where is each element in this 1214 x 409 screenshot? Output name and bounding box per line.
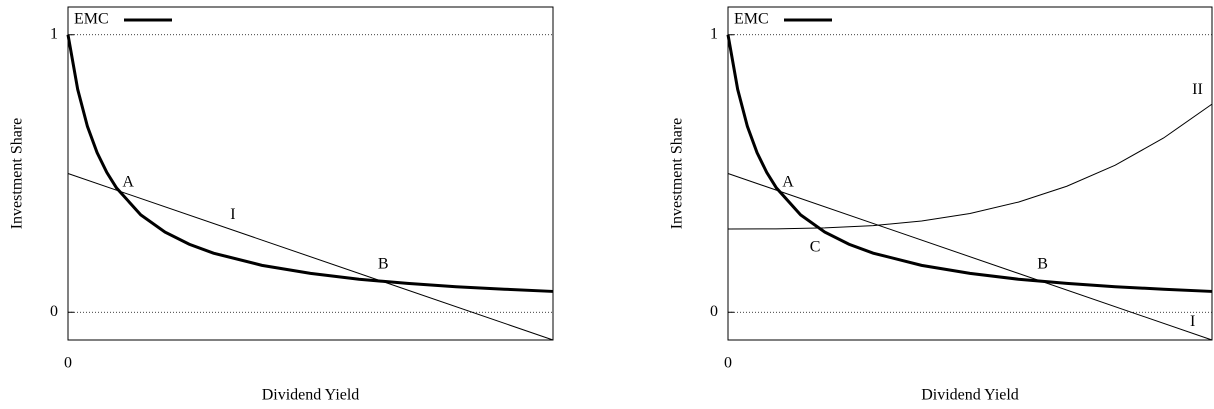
y-tick-label: 1 [50, 25, 58, 42]
annotation: B [1037, 256, 1048, 273]
y-axis-label: Investment Share [9, 118, 26, 230]
annotation: I [230, 206, 235, 223]
line-series [67, 173, 554, 341]
y-axis-label: Investment Share [669, 118, 686, 230]
annotation: II [1192, 81, 1203, 98]
annotation: A [122, 174, 134, 191]
x-tick-label: 0 [724, 355, 732, 372]
line-series [726, 34, 1213, 293]
plot-frame [727, 6, 1213, 341]
annotation: I [1190, 313, 1195, 330]
line-series [727, 173, 1213, 341]
x-axis-label: Dividend Yield [262, 387, 360, 404]
annotation: A [782, 174, 794, 191]
annotation: C [810, 238, 821, 255]
x-tick-label: 0 [64, 355, 72, 372]
line-series [727, 103, 1213, 230]
annotation: B [378, 256, 389, 273]
line-series [66, 34, 554, 293]
y-tick-label: 1 [710, 25, 718, 42]
plot-frame [67, 6, 554, 341]
legend-label: EMC [734, 11, 769, 28]
y-tick-label: 0 [710, 303, 718, 320]
legend-label: EMC [74, 11, 109, 28]
x-axis-label: Dividend Yield [921, 387, 1019, 404]
y-tick-label: 0 [50, 303, 58, 320]
